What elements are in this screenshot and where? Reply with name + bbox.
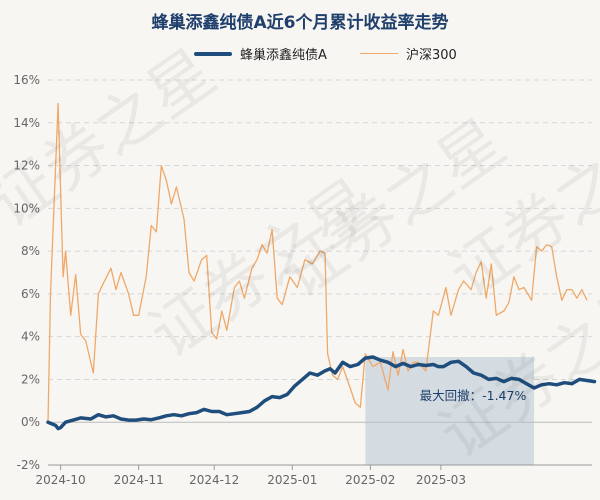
- drawdown-region: [365, 356, 535, 465]
- x-tick-label: 2025-01: [267, 473, 317, 487]
- x-tick-label: 2024-12: [189, 473, 239, 487]
- series-line-fund: [46, 355, 597, 431]
- x-tick-label: 2024-10: [36, 473, 86, 487]
- y-tick-label: 10%: [13, 201, 40, 215]
- chart-title: 蜂巢添鑫纯债A近6个月累计收益率走势: [151, 13, 449, 33]
- y-tick-label: 12%: [13, 159, 40, 173]
- legend-swatch-index: [360, 52, 398, 55]
- legend-label-fund: 蜂巢添鑫纯债A: [240, 48, 327, 63]
- legend-swatch-fund: [194, 51, 232, 56]
- legend-label-index: 沪深300: [406, 48, 457, 63]
- legend-item-index: 沪深300: [360, 44, 457, 63]
- y-tick-label: 14%: [13, 116, 40, 130]
- legend: 蜂巢添鑫纯债A 沪深300: [0, 44, 600, 64]
- y-tick-label: 8%: [21, 244, 40, 258]
- drawdown-label: 最大回撤：-1.47%: [420, 388, 527, 403]
- legend-item-fund: 蜂巢添鑫纯债A: [194, 44, 327, 63]
- y-tick-label: -2%: [17, 458, 40, 472]
- y-tick-label: 2%: [21, 372, 40, 386]
- y-tick-label: 16%: [13, 73, 40, 87]
- y-tick-label: 0%: [21, 415, 40, 429]
- x-tick-label: 2025-02: [345, 473, 395, 487]
- x-tick-label: 2025-03: [416, 473, 466, 487]
- y-tick-label: 4%: [21, 330, 40, 344]
- watermark-text: 证券之星: [0, 36, 229, 243]
- series-line-hs300: [47, 102, 588, 423]
- x-tick-label: 2024-11: [114, 473, 164, 487]
- y-tick-label: 6%: [21, 287, 40, 301]
